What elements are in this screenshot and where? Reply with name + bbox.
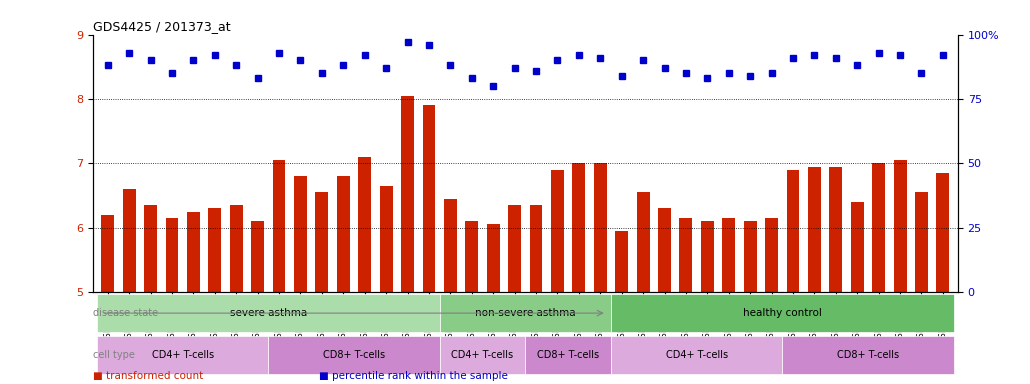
Bar: [744, 221, 757, 292]
Text: CD4+ T-cells: CD4+ T-cells: [151, 350, 213, 360]
Bar: [294, 176, 307, 292]
FancyBboxPatch shape: [611, 294, 954, 332]
FancyBboxPatch shape: [440, 336, 525, 374]
Text: CD8+ T-cells: CD8+ T-cells: [323, 350, 385, 360]
Bar: [722, 218, 735, 292]
Bar: [851, 202, 864, 292]
Text: CD4+ T-cells: CD4+ T-cells: [451, 350, 514, 360]
Bar: [829, 167, 843, 292]
Bar: [230, 205, 243, 292]
Bar: [551, 170, 563, 292]
Bar: [936, 173, 950, 292]
Bar: [186, 212, 200, 292]
Bar: [787, 170, 799, 292]
Bar: [487, 225, 500, 292]
Text: GDS4425 / 201373_at: GDS4425 / 201373_at: [93, 20, 231, 33]
Text: healthy control: healthy control: [743, 308, 822, 318]
Bar: [144, 205, 157, 292]
Bar: [573, 163, 585, 292]
Bar: [101, 215, 114, 292]
FancyBboxPatch shape: [268, 336, 440, 374]
Bar: [401, 96, 414, 292]
Text: ■ percentile rank within the sample: ■ percentile rank within the sample: [319, 371, 508, 381]
Text: non-severe asthma: non-severe asthma: [475, 308, 576, 318]
Text: CD8+ T-cells: CD8+ T-cells: [537, 350, 599, 360]
FancyBboxPatch shape: [783, 336, 954, 374]
Bar: [894, 160, 906, 292]
Bar: [466, 221, 478, 292]
Bar: [508, 205, 521, 292]
Bar: [615, 231, 628, 292]
Bar: [273, 160, 285, 292]
Bar: [658, 209, 671, 292]
Bar: [251, 221, 264, 292]
Bar: [529, 205, 543, 292]
FancyBboxPatch shape: [97, 336, 268, 374]
Bar: [808, 167, 821, 292]
Bar: [123, 189, 136, 292]
Bar: [444, 199, 456, 292]
Text: CD4+ T-cells: CD4+ T-cells: [665, 350, 727, 360]
Bar: [594, 163, 607, 292]
FancyBboxPatch shape: [525, 336, 611, 374]
FancyBboxPatch shape: [611, 336, 783, 374]
Text: cell type: cell type: [93, 350, 135, 360]
Bar: [380, 186, 392, 292]
Bar: [208, 209, 221, 292]
Bar: [337, 176, 350, 292]
Bar: [358, 157, 371, 292]
Bar: [166, 218, 178, 292]
Bar: [680, 218, 692, 292]
Text: severe asthma: severe asthma: [230, 308, 307, 318]
Text: ■ transformed count: ■ transformed count: [93, 371, 203, 381]
Bar: [872, 163, 885, 292]
Bar: [637, 192, 650, 292]
Bar: [915, 192, 928, 292]
Text: disease state: disease state: [93, 308, 159, 318]
FancyBboxPatch shape: [97, 294, 440, 332]
Bar: [315, 192, 329, 292]
Bar: [765, 218, 778, 292]
Text: CD8+ T-cells: CD8+ T-cells: [837, 350, 899, 360]
Bar: [422, 105, 436, 292]
Bar: [700, 221, 714, 292]
FancyBboxPatch shape: [440, 294, 611, 332]
